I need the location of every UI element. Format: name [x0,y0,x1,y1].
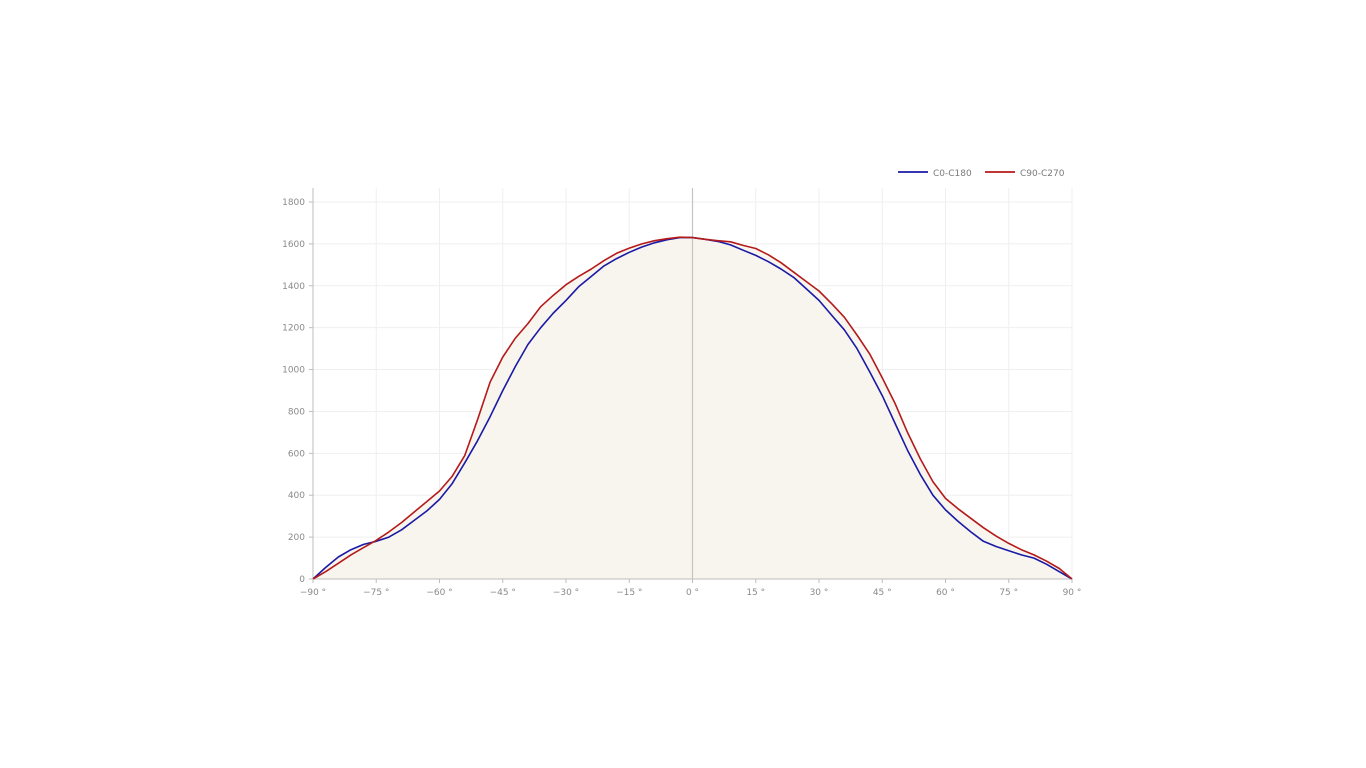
y-tick-label: 800 [288,407,305,417]
x-tick-label: 60 ° [936,588,955,598]
y-tick-label: 400 [288,491,305,501]
x-tick-label: 90 ° [1063,588,1082,598]
y-tick-label: 1000 [282,366,305,376]
x-axis-ticks: −90 ° −75 ° −60 ° −45 ° −30 ° −15 ° 0 ° 15 ° 30 … [300,579,1082,598]
x-tick-label: −30 ° [553,588,579,598]
series-line-c90-c270 [312,236,1073,580]
series-lines [312,236,1073,580]
x-tick-label: −90 ° [300,588,326,598]
x-tick-label: 0 ° [686,588,699,598]
x-tick-label: 45 ° [873,588,892,598]
legend-label-c90-c270: C90-C270 [1020,169,1065,179]
legend-label-c0-c180: C0-C180 [933,169,972,179]
x-tick-label: −45 ° [490,588,516,598]
y-tick-label: 1200 [282,324,305,334]
x-tick-label: −60 ° [426,588,452,598]
y-tick-label: 1600 [282,240,305,250]
x-tick-label: 75 ° [999,588,1018,598]
y-tick-label: 1400 [282,282,305,292]
y-axis-ticks: 0 200 400 600 800 1000 1200 1400 1600 1800 [282,198,313,585]
legend: C0-C180 C90-C270 [898,169,1065,179]
y-tick-label: 200 [288,533,305,543]
y-tick-label: 600 [288,449,305,459]
x-tick-label: 30 ° [810,588,829,598]
y-tick-label: 1800 [282,198,305,208]
x-tick-label: −75 ° [363,588,389,598]
y-tick-label: 0 [299,575,305,585]
x-tick-label: 15 ° [746,588,765,598]
x-tick-label: −15 ° [616,588,642,598]
